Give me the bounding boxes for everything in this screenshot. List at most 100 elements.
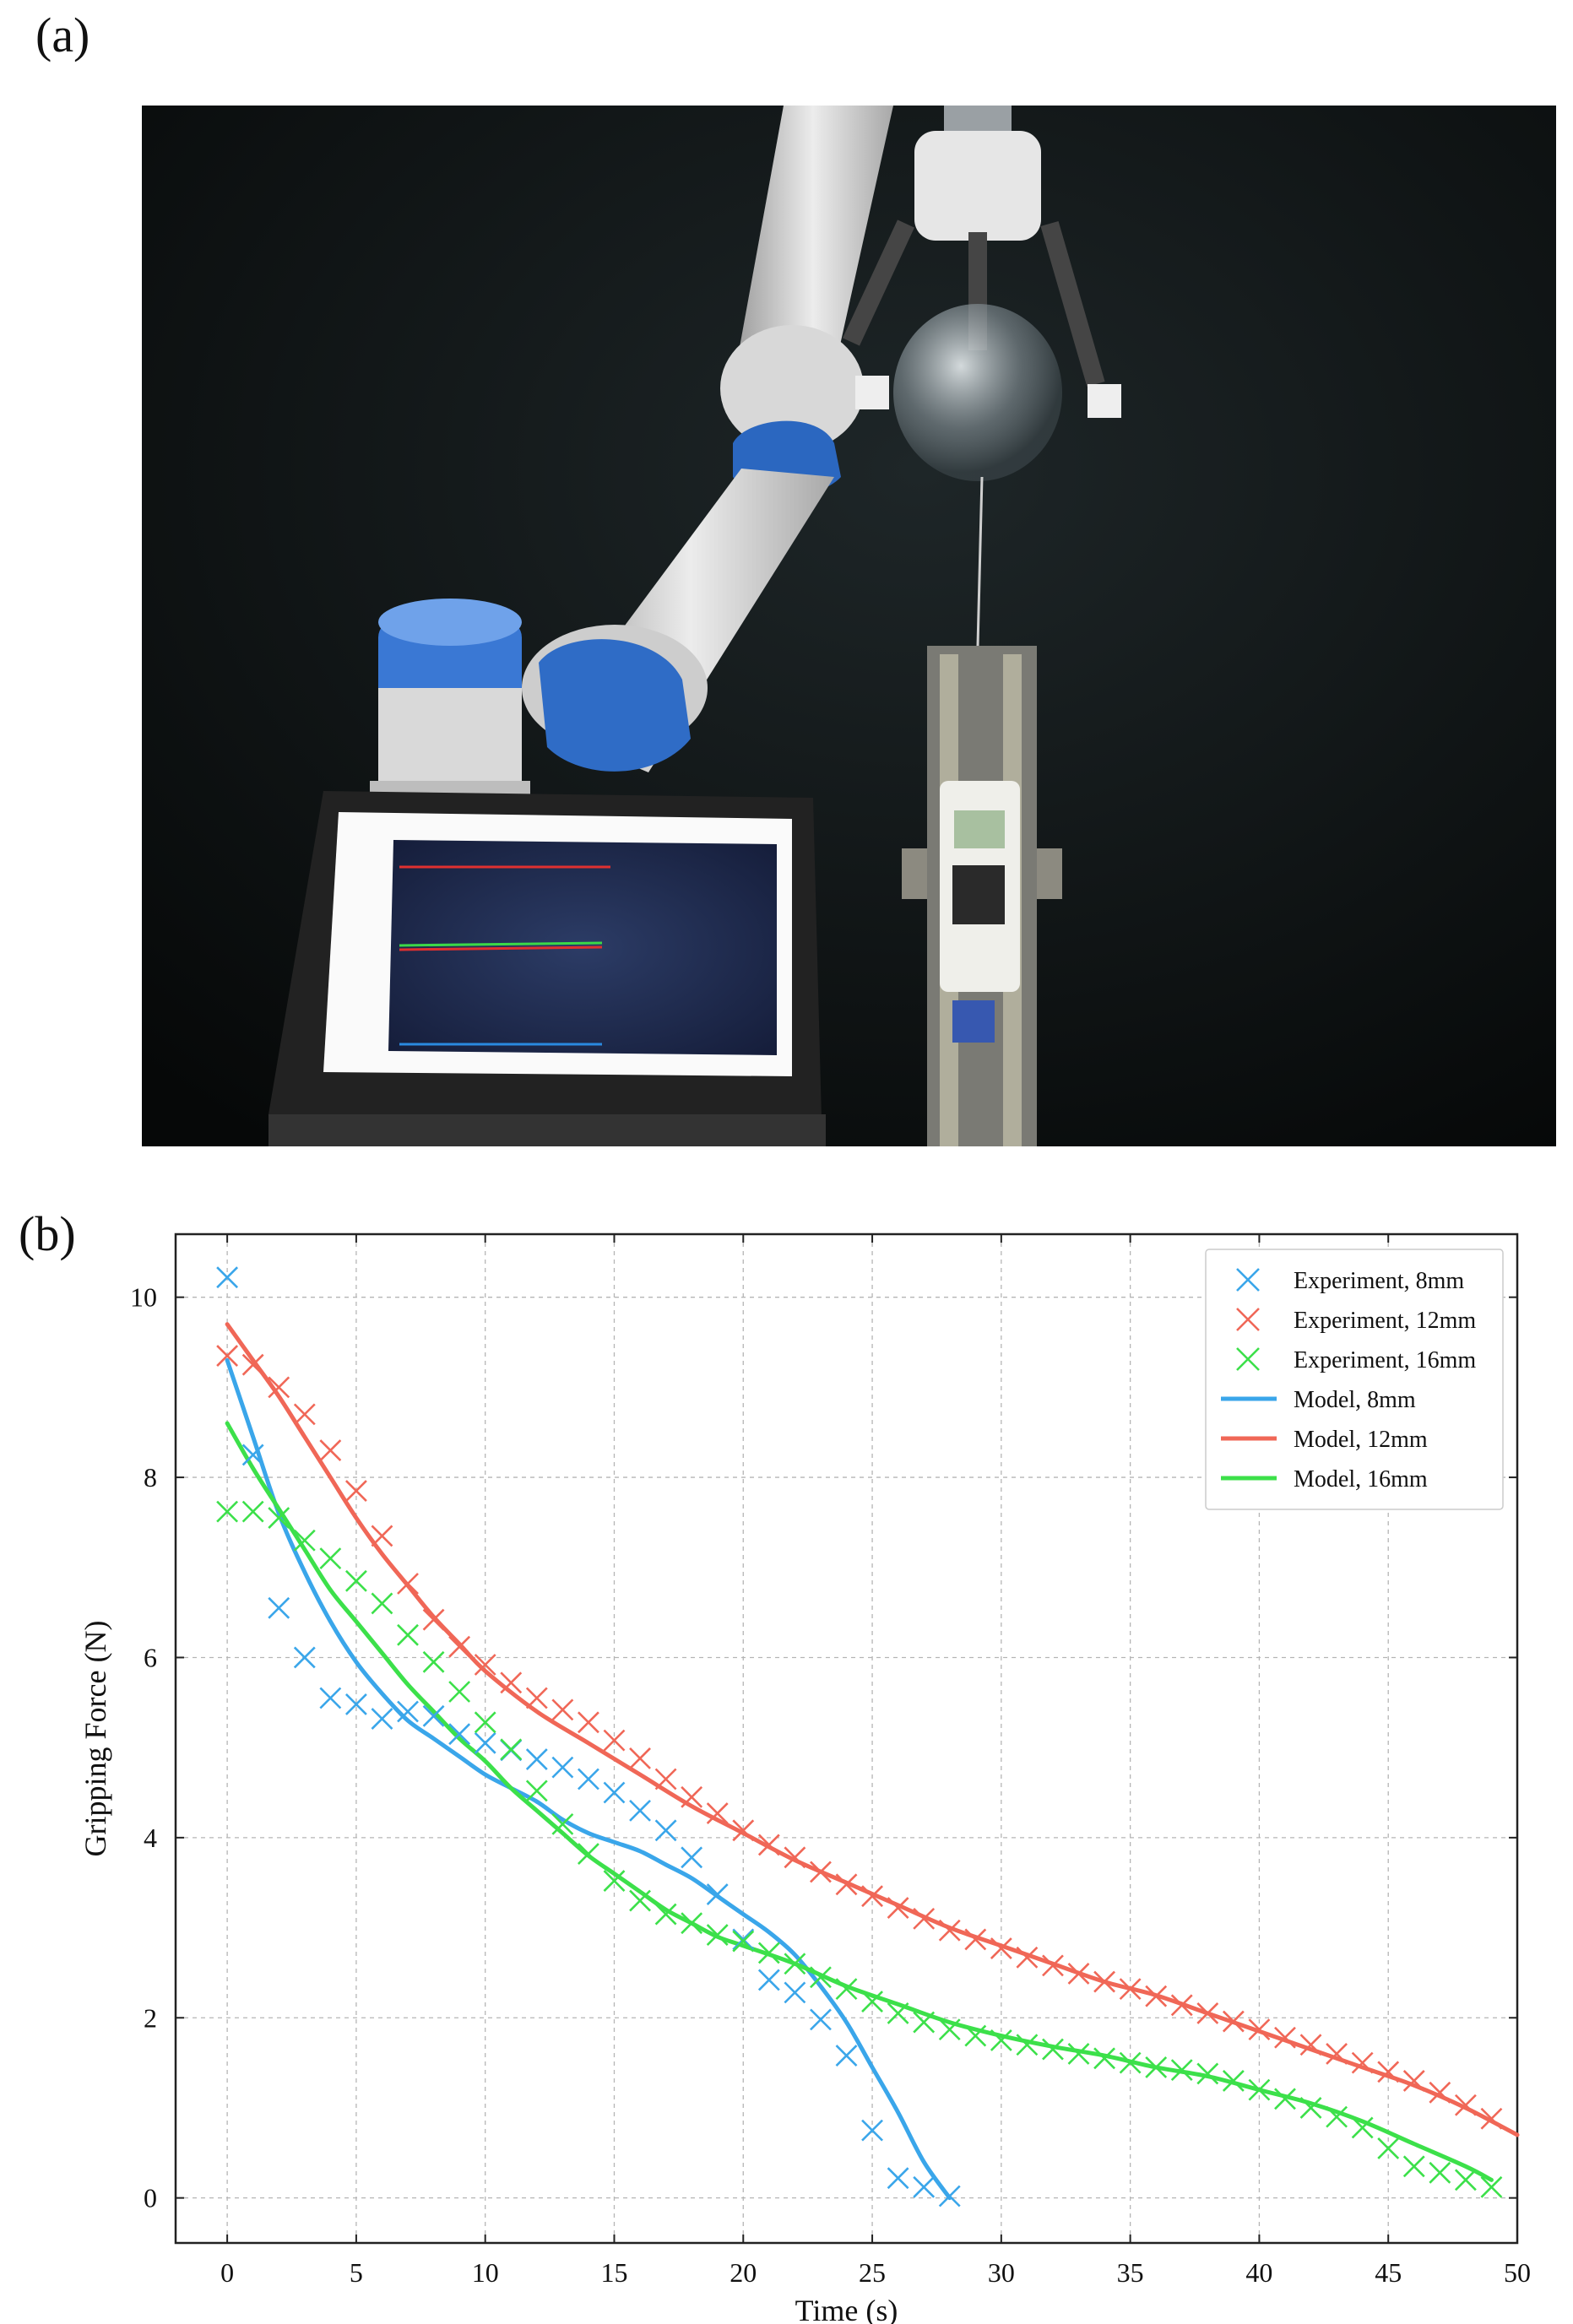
point-mark-stroke <box>835 2045 858 2067</box>
point-mark-stroke <box>757 1969 780 1991</box>
point-mark-stroke <box>1299 2097 1322 2119</box>
point-mark-stroke <box>1119 1978 1142 2001</box>
data-point-green <box>1351 2116 1374 2139</box>
point-mark-stroke <box>268 1596 290 1619</box>
point-mark-stroke <box>887 2002 909 2024</box>
data-point-green <box>913 2011 936 2034</box>
data-point-blue <box>319 1687 342 1709</box>
data-point-green <box>654 1903 677 1926</box>
data-point-green <box>810 1966 832 1989</box>
point-mark-stroke <box>216 1345 239 1367</box>
data-point-red <box>1480 2107 1503 2130</box>
data-point-red <box>319 1439 342 1461</box>
series-layer <box>216 1266 1520 2208</box>
data-point-green <box>938 2018 961 2041</box>
data-point-green <box>1429 2161 1451 2184</box>
point-mark-stroke <box>603 1729 626 1752</box>
point-mark-stroke <box>681 1846 703 1869</box>
point-mark-stroke <box>474 1654 496 1676</box>
panel-label-a: (a) <box>35 8 90 62</box>
x-tick-label: 0 <box>220 2257 234 2288</box>
legend: Experiment, 8mm Experiment, 12mm Experimen… <box>1205 1249 1504 1510</box>
data-point-red <box>578 1711 599 1734</box>
data-point-blue <box>551 1756 574 1779</box>
data-point-blue <box>784 1981 806 2004</box>
data-point-green <box>397 1623 419 1646</box>
point-mark-stroke <box>578 1843 599 1865</box>
point-mark-stroke <box>681 1785 703 1808</box>
point-mark-stroke <box>1429 2161 1451 2184</box>
point-mark-stroke <box>344 1693 367 1715</box>
scatter-series-blue <box>216 1266 961 2208</box>
data-point-red <box>500 1671 523 1694</box>
point-mark-stroke <box>344 1480 367 1503</box>
point-mark-stroke <box>551 1812 574 1835</box>
data-point-green <box>1196 2062 1219 2085</box>
point-mark-stroke <box>268 1507 290 1530</box>
x-tick-label: 35 <box>1117 2257 1144 2288</box>
data-point-blue <box>654 1819 677 1842</box>
legend-label: Model, 8mm <box>1294 1387 1416 1413</box>
data-point-red <box>732 1819 755 1842</box>
data-point-red <box>1042 1954 1064 1977</box>
y-tick-label: 6 <box>144 1642 157 1672</box>
point-mark-stroke <box>629 1889 651 1912</box>
data-point-red <box>1248 2018 1271 2041</box>
plot-frame <box>174 1232 1519 2245</box>
x-tick-label: 20 <box>730 2257 757 2288</box>
point-mark-stroke <box>551 1698 574 1721</box>
data-point-green <box>757 1942 780 1964</box>
panel-label-b: (b) <box>19 1206 76 1261</box>
y-tick-label: 0 <box>144 2183 157 2213</box>
data-point-red <box>397 1573 419 1595</box>
point-mark-stroke <box>757 1834 780 1856</box>
data-point-green <box>1377 2137 1400 2159</box>
data-point-green <box>1402 2155 1425 2178</box>
point-mark-stroke <box>990 2029 1012 2051</box>
point-mark-stroke <box>861 1991 883 2013</box>
data-point-green <box>216 1500 239 1523</box>
data-point-blue <box>397 1700 419 1723</box>
point-mark-stroke <box>525 1687 548 1709</box>
point-mark-stroke <box>1274 2088 1296 2110</box>
data-point-green <box>422 1650 445 1673</box>
data-point-red <box>603 1729 626 1752</box>
point-mark-stroke <box>654 1768 677 1790</box>
point-mark-stroke <box>938 2018 961 2041</box>
data-point-red <box>1377 2061 1400 2083</box>
point-mark-stroke <box>913 2175 936 2198</box>
data-point-red <box>1402 2070 1425 2092</box>
point-mark-stroke <box>784 1953 806 1975</box>
data-point-green <box>784 1953 806 1975</box>
legend-label: Experiment, 16mm <box>1294 1347 1476 1373</box>
data-point-blue <box>810 2008 832 2031</box>
point-mark-stroke <box>1248 2018 1271 2041</box>
data-point-red <box>1274 2026 1296 2049</box>
point-mark-stroke <box>1145 1985 1168 2007</box>
point-mark-stroke <box>1119 2051 1142 2074</box>
data-point-red <box>551 1698 574 1721</box>
data-point-green <box>1454 2169 1477 2191</box>
point-mark-stroke <box>887 2167 909 2190</box>
point-mark-stroke <box>810 2008 832 2031</box>
point-mark-stroke <box>861 1885 883 1908</box>
data-point-red <box>757 1834 780 1856</box>
data-point-blue <box>241 1444 264 1466</box>
data-point-green <box>706 1924 729 1947</box>
data-point-red <box>706 1802 729 1824</box>
scatter-series-green <box>216 1500 1503 2198</box>
data-point-red <box>1093 1970 1115 1993</box>
data-point-blue <box>603 1781 626 1804</box>
axis-ticks: 0 5 10 15 20 25 30 35 40 45 50 0 2 4 6 8 10 <box>130 1234 1531 2288</box>
legend-item: Experiment, 16mm <box>1236 1347 1476 1373</box>
data-point-green <box>1326 2105 1348 2128</box>
point-mark-stroke <box>1351 2051 1374 2074</box>
data-point-green <box>964 2024 987 2047</box>
point-mark-stroke <box>216 1266 239 1289</box>
point-mark-stroke <box>732 1930 755 1953</box>
point-mark-stroke <box>474 1731 496 1754</box>
point-mark-stroke <box>732 1819 755 1842</box>
data-point-blue <box>268 1596 290 1619</box>
legend-label: Experiment, 12mm <box>1294 1308 1476 1334</box>
data-point-blue <box>525 1748 548 1770</box>
